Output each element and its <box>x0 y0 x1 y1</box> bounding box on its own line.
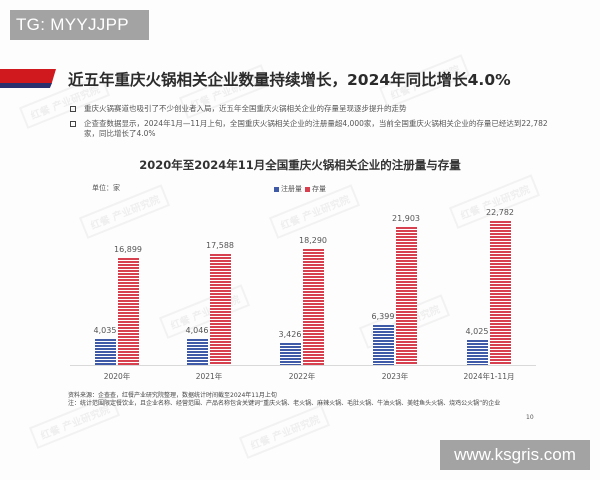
bar-value-label: 22,782 <box>486 208 514 217</box>
x-axis-line <box>70 365 536 366</box>
title-accent-bar <box>0 69 56 89</box>
bar-value-label: 4,035 <box>93 326 117 335</box>
bar-stock <box>303 249 324 365</box>
x-axis-tick-label: 2020年 <box>103 372 131 381</box>
bar-registrations <box>95 339 116 365</box>
legend-label: 注册量 <box>281 185 302 193</box>
page-number: 10 <box>526 414 534 421</box>
bar-value-label: 21,903 <box>392 214 420 223</box>
x-axis-tick-label: 2024年1-11月 <box>463 372 515 381</box>
page-title: 近五年重庆火锅相关企业数量持续增长，2024年同比增长4.0% <box>68 71 511 89</box>
square-bullet-icon <box>70 121 76 127</box>
bar-registrations <box>280 343 301 365</box>
footnote: 资料来源：企查查，红餐产业研究院整理，数据统计时间截至2024年11月上旬 注：… <box>68 392 548 408</box>
bullet-item: 重庆火锅赛道也吸引了不少创业者入局，近五年全国重庆火锅相关企业的存量呈现逐步提升… <box>68 104 548 114</box>
note-text: 注：统计范围限定餐饮业，且企业名称、经营范围、产品名称包含关键词“重庆火锅、老火… <box>68 400 501 407</box>
accent-red-stripe <box>0 69 56 84</box>
bullet-text: 企查查数据显示，2024年1月—11月上旬，全国重庆火锅相关企业的注册量超4,0… <box>84 119 548 138</box>
legend-swatch-red <box>305 186 310 192</box>
accent-navy-stripe <box>0 83 52 88</box>
bullet-text: 重庆火锅赛道也吸引了不少创业者入局，近五年全国重庆火锅相关企业的存量呈现逐步提升… <box>84 104 407 113</box>
bar-value-label: 17,588 <box>206 241 234 250</box>
top-left-watermark-badge: TG: MYYJJPP <box>10 10 149 40</box>
bar-registrations <box>467 340 488 365</box>
x-axis-tick-label: 2021年 <box>195 372 223 381</box>
bar-value-label: 4,046 <box>185 326 209 335</box>
bar-registrations <box>373 325 394 365</box>
source-text: 资料来源：企查查，红餐产业研究院整理，数据统计时间截至2024年11月上旬 <box>68 392 277 399</box>
bar-stock <box>396 227 417 365</box>
x-axis-tick-label: 2023年 <box>381 372 409 381</box>
chart-title: 2020年至2024年11月全国重庆火锅相关企业的注册量与存量 <box>139 158 461 172</box>
unit-label: 单位：家 <box>92 184 120 192</box>
bar-registrations <box>187 339 208 365</box>
legend-swatch-blue <box>274 186 279 192</box>
bar-stock <box>210 254 231 365</box>
bar-stock <box>490 221 511 365</box>
bar-stock <box>118 258 139 365</box>
bar-value-label: 3,426 <box>278 330 302 339</box>
legend-label: 存量 <box>312 185 326 193</box>
bar-value-label: 16,899 <box>114 245 142 254</box>
bar-value-label: 4,025 <box>465 327 489 336</box>
bullet-item: 企查查数据显示，2024年1月—11月上旬，全国重庆火锅相关企业的注册量超4,0… <box>68 119 548 139</box>
legend-item-stock: 存量 <box>305 184 326 194</box>
square-bullet-icon <box>70 106 76 112</box>
chart-legend: 注册量 存量 <box>274 184 326 194</box>
bar-value-label: 6,399 <box>371 312 395 321</box>
legend-item-registrations: 注册量 <box>274 184 302 194</box>
bar-value-label: 18,290 <box>299 236 327 245</box>
x-axis-tick-label: 2022年 <box>288 372 316 381</box>
bottom-right-url-badge: www.ksgris.com <box>440 440 590 470</box>
bullet-list: 重庆火锅赛道也吸引了不少创业者入局，近五年全国重庆火锅相关企业的存量呈现逐步提升… <box>68 104 548 144</box>
